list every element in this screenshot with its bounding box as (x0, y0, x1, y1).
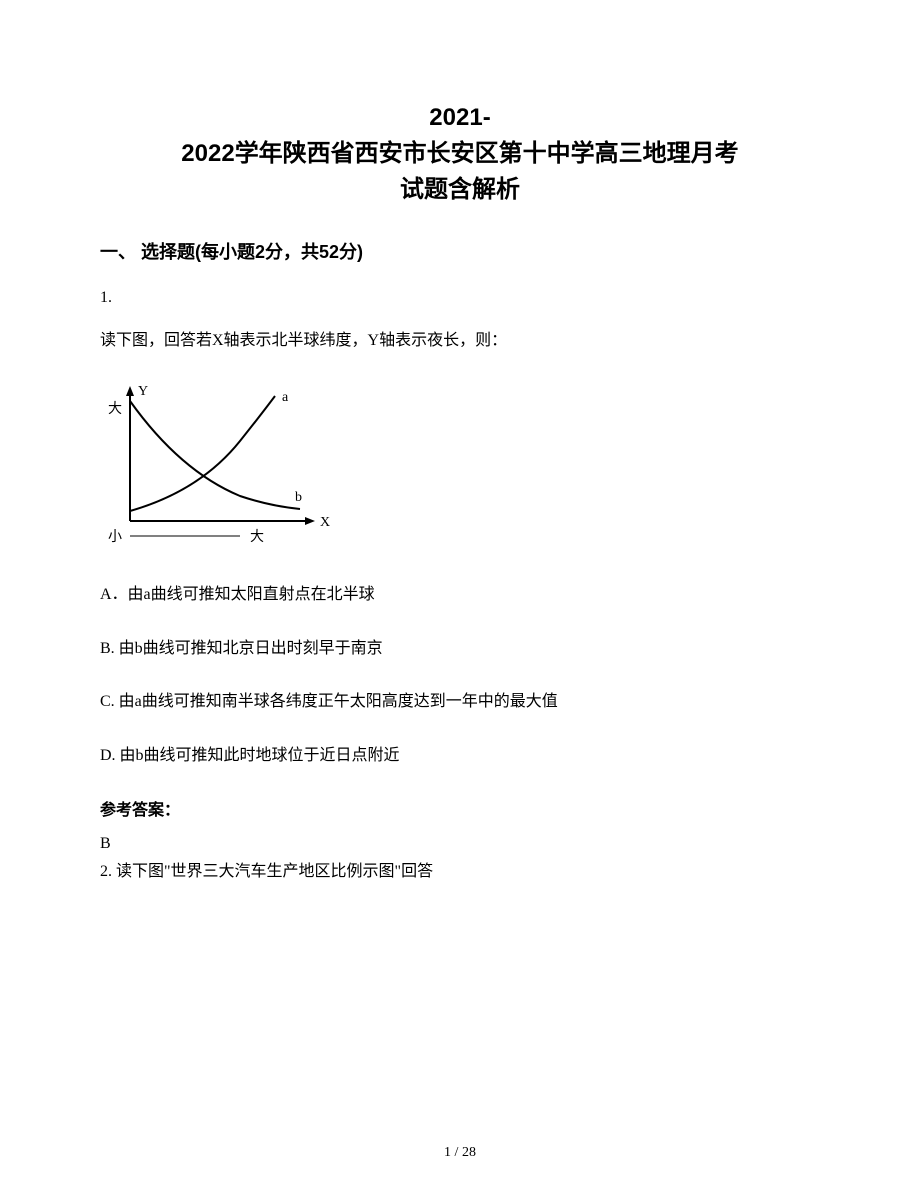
option-a: A．由a曲线可推知太阳直射点在北半球 (100, 581, 820, 610)
y-axis-arrow (126, 386, 134, 396)
origin-label-y: 小 (108, 529, 122, 545)
curve-a (130, 396, 275, 511)
x-axis-arrow (305, 517, 315, 525)
question-2-prompt: 2. 读下图"世界三大汽车生产地区比例示图"回答 (100, 858, 820, 887)
question-1-number: 1. (100, 289, 820, 307)
document-title: 2021- 2022学年陕西省西安市长安区第十中学高三地理月考 试题含解析 (100, 100, 820, 208)
answer-label: 参考答案： (100, 796, 820, 820)
option-c: C. 由a曲线可推知南半球各纬度正午太阳高度达到一年中的最大值 (100, 688, 820, 717)
answer-value: B (100, 835, 820, 853)
x-max-label: 大 (250, 529, 264, 545)
title-line-2: 2022学年陕西省西安市长安区第十中学高三地理月考 (100, 136, 820, 172)
x-axis-label: X (320, 515, 330, 530)
y-axis-label: Y (138, 384, 148, 399)
option-b: B. 由b曲线可推知北京日出时刻早于南京 (100, 635, 820, 664)
title-line-1: 2021- (100, 100, 820, 136)
title-line-3: 试题含解析 (100, 172, 820, 208)
curve-b-label: b (295, 490, 302, 505)
section-header: 一、 选择题(每小题2分，共52分) (100, 238, 820, 264)
y-max-label: 大 (108, 401, 122, 417)
question-1-prompt: 读下图，回答若X轴表示北半球纬度，Y轴表示夜长，则： (100, 327, 820, 356)
page-number: 1 / 28 (444, 1145, 476, 1161)
option-d: D. 由b曲线可推知此时地球位于近日点附近 (100, 742, 820, 771)
curve-b (130, 401, 300, 509)
curve-a-label: a (282, 390, 289, 405)
question-1-chart: Y X 大 小 大 a b (100, 381, 340, 551)
